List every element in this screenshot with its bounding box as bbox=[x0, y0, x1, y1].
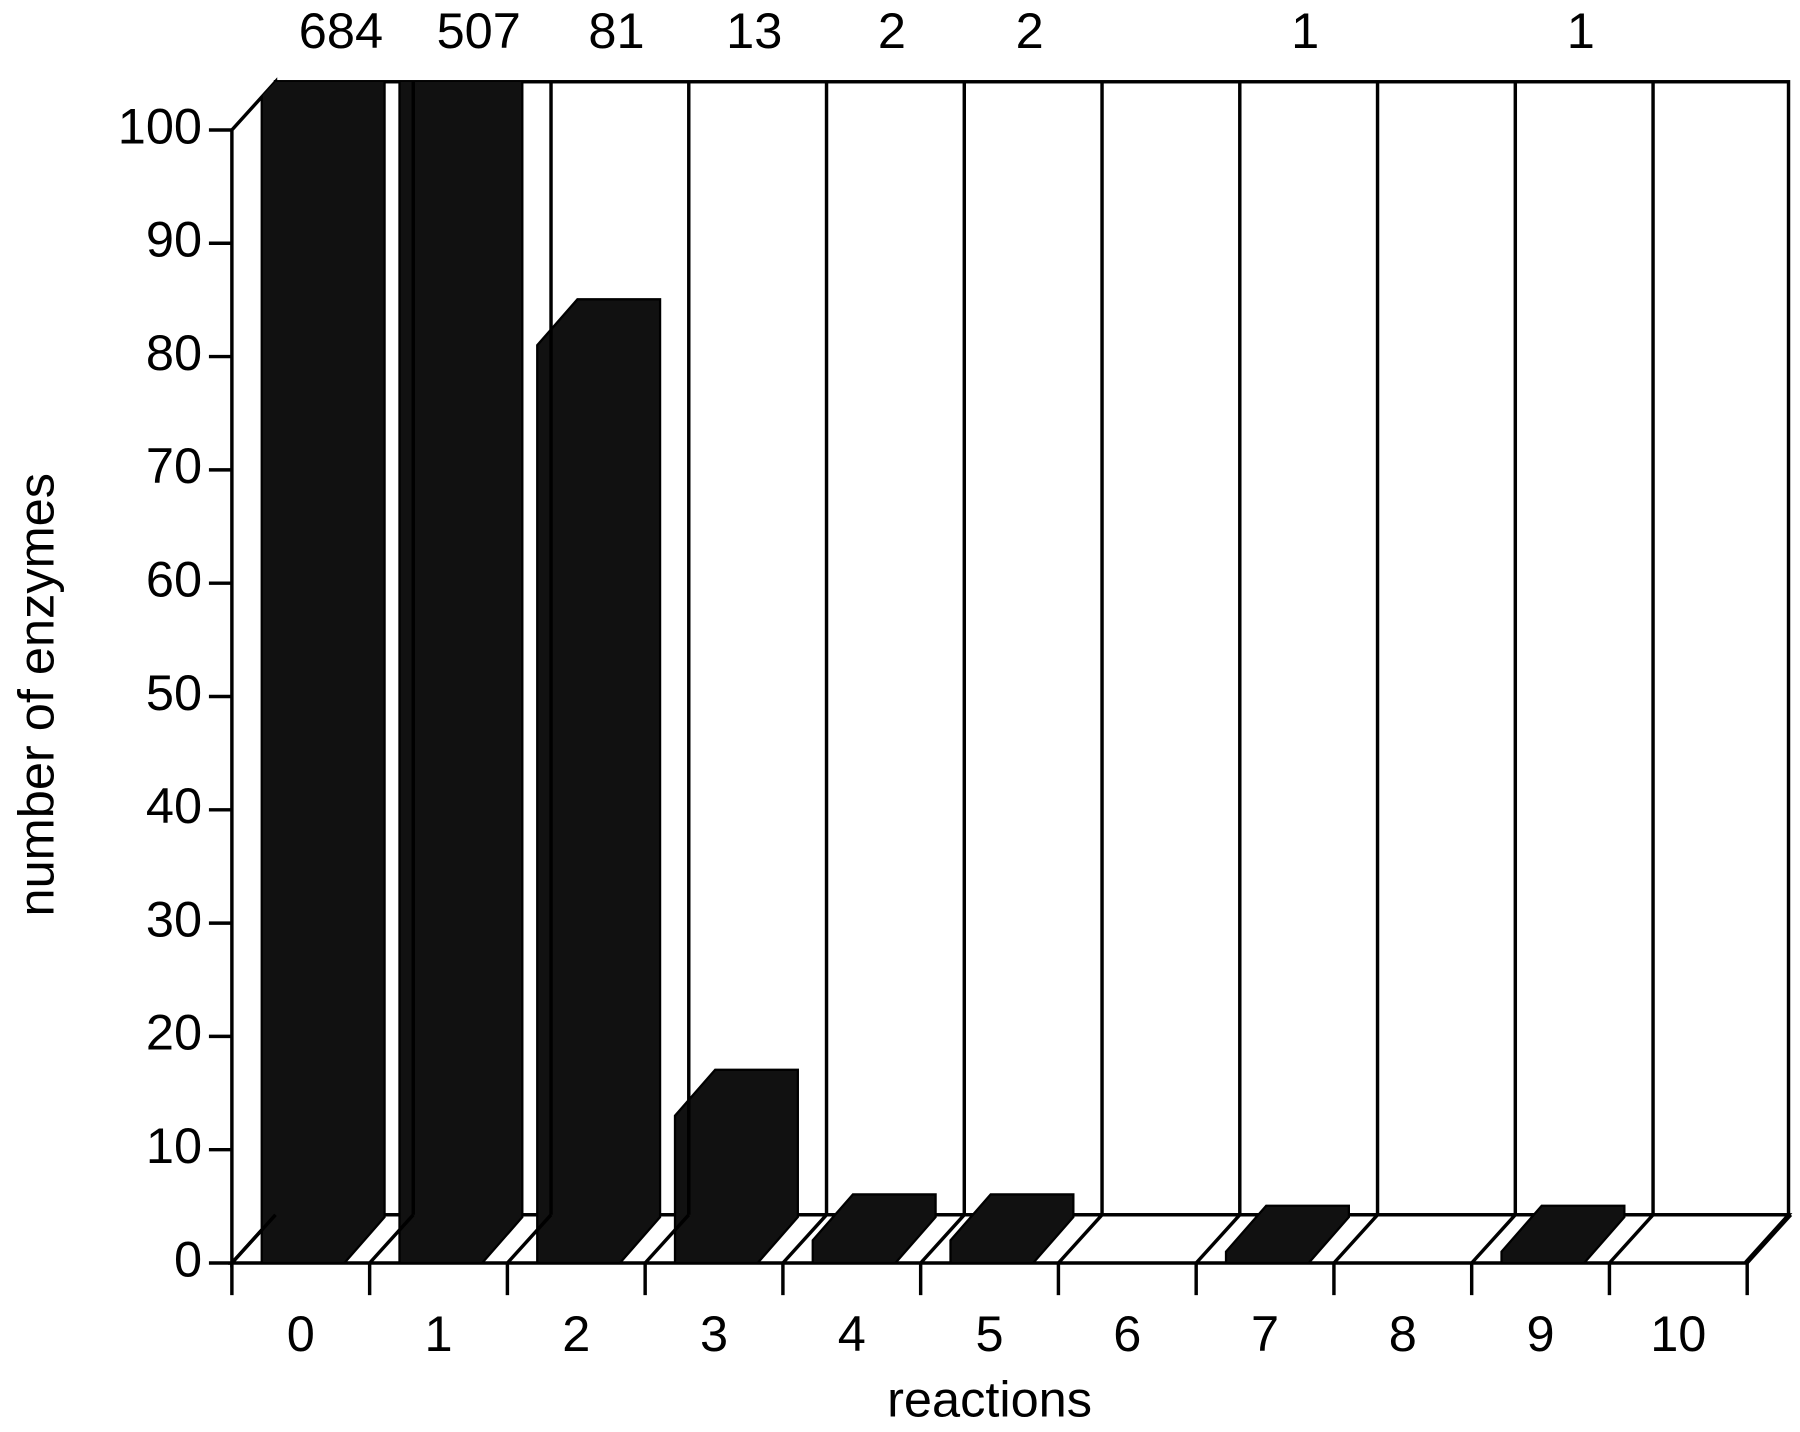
y-tick-label: 60 bbox=[146, 551, 202, 608]
back-wall bbox=[273, 80, 1791, 1217]
x-tick-label: 1 bbox=[424, 1305, 452, 1362]
x-tick-label: 0 bbox=[287, 1305, 315, 1362]
x-tick-label: 4 bbox=[838, 1305, 866, 1362]
floor-line bbox=[1332, 1213, 1379, 1265]
x-tick-label: 2 bbox=[562, 1305, 590, 1362]
y-tick-label: 20 bbox=[146, 1004, 202, 1061]
x-tick-label: 7 bbox=[1251, 1305, 1279, 1362]
floor-line bbox=[1608, 1213, 1655, 1265]
x-tick-label: 3 bbox=[700, 1305, 728, 1362]
x-tick-label: 5 bbox=[975, 1305, 1003, 1362]
bars bbox=[260, 81, 1626, 1265]
floor-line bbox=[506, 1213, 553, 1265]
floor-line bbox=[1745, 1213, 1793, 1265]
bar bbox=[1224, 1204, 1351, 1265]
floor-line bbox=[230, 1213, 277, 1265]
value-label: 684 bbox=[299, 2, 383, 59]
floor-line bbox=[368, 1213, 415, 1265]
y-tick-label: 70 bbox=[146, 437, 202, 494]
frame bbox=[228, 77, 1793, 1268]
floor-line bbox=[781, 1213, 828, 1265]
y-tick-label: 30 bbox=[146, 890, 202, 947]
y-tick-label: 10 bbox=[146, 1117, 202, 1174]
bar bbox=[536, 298, 662, 1265]
bar bbox=[673, 1068, 799, 1265]
y-tick-label: 50 bbox=[146, 664, 202, 721]
y-tick-label: 40 bbox=[146, 777, 202, 834]
x-tick-label: 6 bbox=[1113, 1305, 1141, 1362]
floor-line bbox=[643, 1213, 691, 1265]
bar bbox=[398, 81, 524, 1265]
floor-line bbox=[1194, 1213, 1242, 1265]
value-label: 13 bbox=[726, 2, 782, 59]
bar bbox=[1500, 1204, 1626, 1265]
y-tick-label: 100 bbox=[118, 97, 202, 154]
floor-line bbox=[919, 1213, 966, 1265]
floor-line bbox=[1057, 1213, 1104, 1265]
floor-line bbox=[1470, 1213, 1517, 1265]
value-label: 2 bbox=[1016, 2, 1044, 59]
y-tick-label: 80 bbox=[146, 324, 202, 381]
x-tick-label: 10 bbox=[1650, 1305, 1706, 1362]
x-tick-label: 8 bbox=[1389, 1305, 1417, 1362]
y-tick-label: 0 bbox=[174, 1230, 202, 1287]
value-label: 81 bbox=[588, 2, 644, 59]
x-tick-label: 9 bbox=[1527, 1305, 1555, 1362]
bar bbox=[811, 1193, 937, 1265]
value-label: 2 bbox=[878, 2, 906, 59]
y-tick-label: 90 bbox=[146, 211, 202, 268]
value-label: 1 bbox=[1291, 2, 1319, 59]
value-label: 507 bbox=[437, 2, 521, 59]
bar bbox=[260, 81, 386, 1265]
bar bbox=[949, 1193, 1075, 1265]
x-axis-label: reactions bbox=[887, 1370, 1092, 1427]
value-label: 1 bbox=[1567, 2, 1595, 59]
y-axis-label: number of enzymes bbox=[8, 473, 65, 916]
